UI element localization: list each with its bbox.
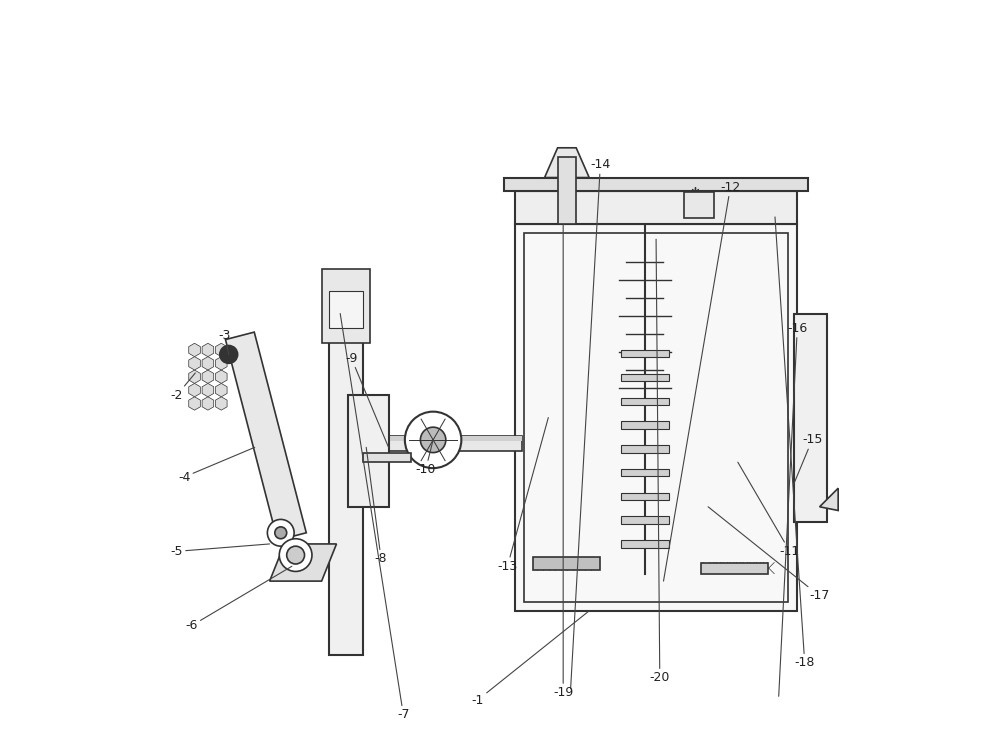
Text: -9: -9 (345, 351, 389, 448)
FancyBboxPatch shape (533, 557, 600, 570)
FancyBboxPatch shape (329, 298, 363, 656)
Text: -8: -8 (366, 448, 387, 565)
Circle shape (267, 519, 294, 546)
Polygon shape (225, 332, 306, 540)
FancyBboxPatch shape (621, 445, 669, 453)
FancyBboxPatch shape (621, 421, 669, 429)
Polygon shape (545, 148, 589, 178)
Circle shape (279, 539, 312, 571)
Circle shape (220, 345, 238, 363)
Text: -19: -19 (553, 225, 573, 699)
Text: -2: -2 (171, 373, 195, 402)
FancyBboxPatch shape (701, 562, 768, 574)
Text: -12: -12 (664, 181, 741, 581)
FancyBboxPatch shape (504, 178, 808, 191)
Text: -7: -7 (340, 313, 410, 721)
FancyBboxPatch shape (621, 540, 669, 548)
Text: -18: -18 (775, 217, 815, 669)
Text: -16: -16 (779, 322, 807, 696)
Text: -6: -6 (185, 566, 292, 632)
FancyBboxPatch shape (348, 395, 389, 507)
FancyBboxPatch shape (363, 454, 411, 463)
Text: -4: -4 (178, 448, 255, 483)
FancyBboxPatch shape (684, 192, 714, 219)
FancyBboxPatch shape (329, 291, 363, 328)
FancyBboxPatch shape (515, 191, 797, 225)
FancyBboxPatch shape (621, 374, 669, 381)
Text: -20: -20 (650, 239, 670, 684)
FancyBboxPatch shape (621, 469, 669, 476)
FancyBboxPatch shape (621, 398, 669, 405)
Text: -15: -15 (794, 433, 822, 484)
Circle shape (287, 546, 305, 564)
Text: -14: -14 (571, 158, 610, 689)
Text: -1: -1 (472, 611, 589, 706)
Text: -3: -3 (219, 329, 231, 354)
FancyBboxPatch shape (794, 313, 827, 521)
Text: -11: -11 (738, 463, 800, 558)
Polygon shape (270, 544, 336, 581)
Text: -17: -17 (708, 507, 830, 603)
Text: -5: -5 (170, 544, 270, 558)
Circle shape (420, 427, 446, 453)
FancyBboxPatch shape (322, 269, 370, 343)
FancyBboxPatch shape (621, 492, 669, 500)
FancyBboxPatch shape (558, 157, 576, 225)
FancyBboxPatch shape (389, 436, 522, 442)
FancyBboxPatch shape (389, 436, 522, 451)
FancyBboxPatch shape (621, 516, 669, 524)
Text: -13: -13 (497, 418, 548, 573)
FancyBboxPatch shape (515, 225, 797, 611)
Circle shape (405, 412, 461, 468)
FancyBboxPatch shape (621, 350, 669, 357)
Text: -10: -10 (415, 440, 436, 476)
Circle shape (275, 527, 287, 539)
Polygon shape (820, 488, 838, 510)
